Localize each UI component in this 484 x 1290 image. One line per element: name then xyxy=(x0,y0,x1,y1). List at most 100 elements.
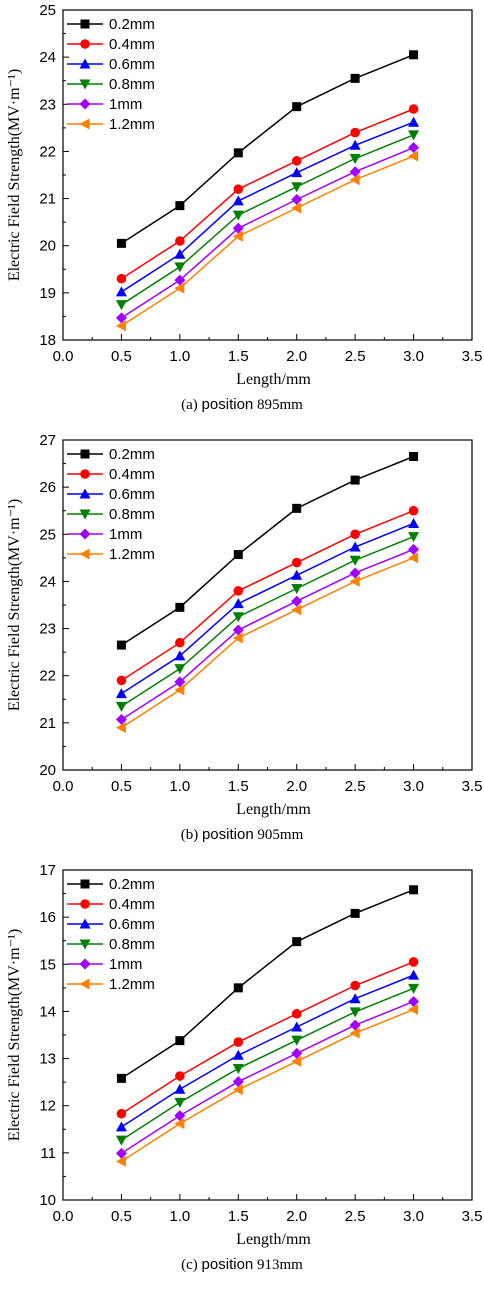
data-point xyxy=(408,983,420,994)
data-point xyxy=(349,1019,361,1031)
data-point xyxy=(291,167,303,178)
legend-marker xyxy=(79,939,91,950)
chart-a: 0.0 0.5 1.0 1.5 2.0 2.5 3.0 3.5 18 19 20 21 22 23 24 25… xyxy=(6,2,482,388)
x-tick-label: 0.5 xyxy=(111,348,132,365)
data-point xyxy=(175,1071,185,1081)
data-point xyxy=(115,1147,127,1159)
y-tick-label: 12 xyxy=(39,1098,56,1115)
data-point xyxy=(349,139,361,150)
data-point xyxy=(350,908,360,918)
legend-marker xyxy=(79,79,91,90)
caption-value: 895mm xyxy=(257,397,303,413)
data-point xyxy=(408,552,419,564)
x-tick-label: 3.0 xyxy=(403,1208,424,1225)
data-point xyxy=(232,1049,244,1060)
chart-panel-a: 0.0 0.5 1.0 1.5 2.0 2.5 3.0 3.5 18 19 20 21 22 23 24 25… xyxy=(0,0,484,430)
legend-label: 0.2mm xyxy=(109,446,155,463)
caption-value: 913mm xyxy=(257,1257,303,1273)
data-point xyxy=(233,184,244,194)
y-axis-title: Electric Field Strength(MV·m⁻¹) xyxy=(6,499,23,711)
series-line xyxy=(121,557,414,729)
x-tick-label: 0.0 xyxy=(53,348,74,365)
series-0.2mm xyxy=(116,452,419,650)
data-point xyxy=(291,1055,302,1067)
y-tick-label: 27 xyxy=(39,432,56,449)
y-tick-label: 20 xyxy=(39,762,56,779)
x-tick-label: 0.0 xyxy=(53,1208,74,1225)
data-point xyxy=(115,1155,126,1167)
y-tick-label: 21 xyxy=(39,191,56,208)
caption-word: position xyxy=(201,1256,254,1273)
caption-word: position xyxy=(201,826,254,843)
series-1.2mm xyxy=(115,150,419,332)
data-point xyxy=(291,182,303,193)
caption-prefix: (c) xyxy=(181,1257,198,1273)
data-point xyxy=(291,1008,302,1019)
data-point xyxy=(174,262,186,273)
data-point xyxy=(291,1047,303,1059)
x-tick-label: 0.0 xyxy=(53,778,74,795)
legend-label: 1mm xyxy=(109,96,142,113)
data-point xyxy=(116,1108,127,1119)
series-line xyxy=(121,1008,414,1162)
series-line xyxy=(121,974,414,1128)
series-line xyxy=(121,510,414,682)
data-point xyxy=(291,557,302,568)
data-point xyxy=(408,996,420,1008)
data-point xyxy=(349,174,360,186)
x-tick-label: 3.5 xyxy=(462,1208,483,1225)
legend-marker xyxy=(80,469,90,479)
series-0.4mm xyxy=(116,104,419,284)
data-point xyxy=(232,1063,244,1074)
data-point xyxy=(409,50,419,60)
series-line xyxy=(121,961,414,1115)
legend-marker xyxy=(79,958,91,970)
caption-prefix: (a) xyxy=(181,397,198,413)
data-point xyxy=(408,1004,419,1016)
data-point xyxy=(174,282,185,294)
data-point xyxy=(174,248,186,259)
x-tick-label: 0.5 xyxy=(111,778,132,795)
x-tick-label: 1.0 xyxy=(169,1208,190,1225)
data-point xyxy=(232,612,244,623)
chart-c: 0.0 0.5 1.0 1.5 2.0 2.5 3.0 3.5 10 11 12 13 14 15 16 17… xyxy=(6,862,483,1248)
series-1mm xyxy=(115,996,420,1159)
legend-label: 1.2mm xyxy=(109,976,155,993)
data-point xyxy=(292,937,302,947)
data-point xyxy=(174,274,186,286)
data-point xyxy=(291,1035,303,1046)
series-1mm xyxy=(115,543,420,726)
data-point xyxy=(291,604,302,616)
legend-label: 0.8mm xyxy=(109,76,155,93)
data-point xyxy=(349,154,361,164)
series-0.2mm xyxy=(116,885,419,1083)
data-point xyxy=(408,505,419,516)
legend-label: 0.6mm xyxy=(109,56,155,73)
data-point xyxy=(232,222,244,234)
data-point xyxy=(233,983,243,993)
data-point xyxy=(349,541,361,552)
data-point xyxy=(232,210,244,221)
data-point xyxy=(408,150,419,162)
data-point xyxy=(350,475,360,485)
series-0.6mm xyxy=(115,116,420,297)
legend-label: 0.4mm xyxy=(109,896,155,913)
series-1.2mm xyxy=(115,552,419,734)
legend-label: 0.8mm xyxy=(109,936,155,953)
legend-marker xyxy=(79,98,91,110)
data-point xyxy=(409,452,419,461)
data-point xyxy=(233,550,243,560)
legend-label: 0.4mm xyxy=(109,466,155,483)
data-point xyxy=(349,1007,361,1018)
y-tick-label: 19 xyxy=(39,285,56,302)
data-point xyxy=(174,1083,186,1094)
data-point xyxy=(175,602,185,612)
legend-marker xyxy=(79,978,90,990)
data-point xyxy=(174,650,186,661)
data-point xyxy=(175,1036,185,1046)
series-0.4mm xyxy=(116,957,419,1119)
y-tick-label: 11 xyxy=(40,1145,56,1162)
series-line xyxy=(121,155,414,327)
data-point xyxy=(232,230,243,242)
caption-value: 905mm xyxy=(257,827,304,843)
